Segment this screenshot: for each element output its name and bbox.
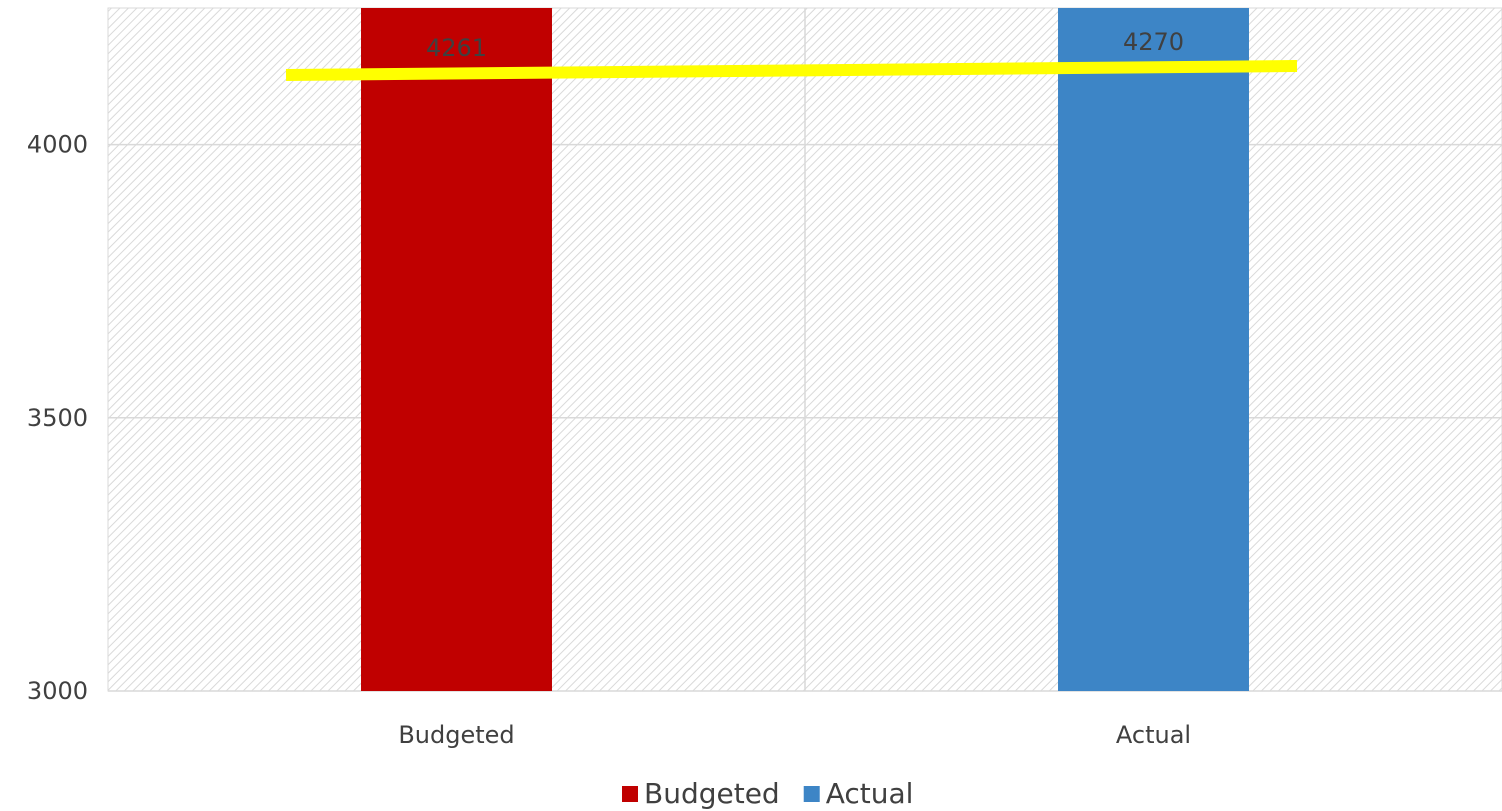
legend-label: Actual — [826, 777, 914, 810]
legend-label: Budgeted — [644, 777, 780, 810]
bars — [361, 8, 1249, 691]
bar-budgeted — [361, 8, 552, 691]
gridlines — [108, 8, 1502, 692]
x-tick-label: Actual — [1116, 721, 1191, 749]
y-tick-label: 3500 — [27, 404, 88, 432]
data-label-actual: 4270 — [1123, 28, 1184, 56]
data-labels: 4261 4270 — [426, 28, 1184, 62]
annotations — [285, 60, 1298, 81]
y-axis: 3000 3500 4000 — [27, 131, 88, 705]
y-tick-label: 3000 — [27, 677, 88, 705]
y-tick-label: 4000 — [27, 131, 88, 159]
annotation-line — [285, 60, 1298, 81]
bar-actual — [1058, 8, 1249, 691]
x-tick-label: Budgeted — [398, 721, 514, 749]
legend: Budgeted Actual — [622, 777, 913, 810]
legend-swatch — [622, 786, 638, 802]
legend-swatch — [803, 786, 820, 802]
data-label-budgeted: 4261 — [426, 34, 487, 62]
x-axis: Budgeted Actual — [398, 721, 1191, 749]
